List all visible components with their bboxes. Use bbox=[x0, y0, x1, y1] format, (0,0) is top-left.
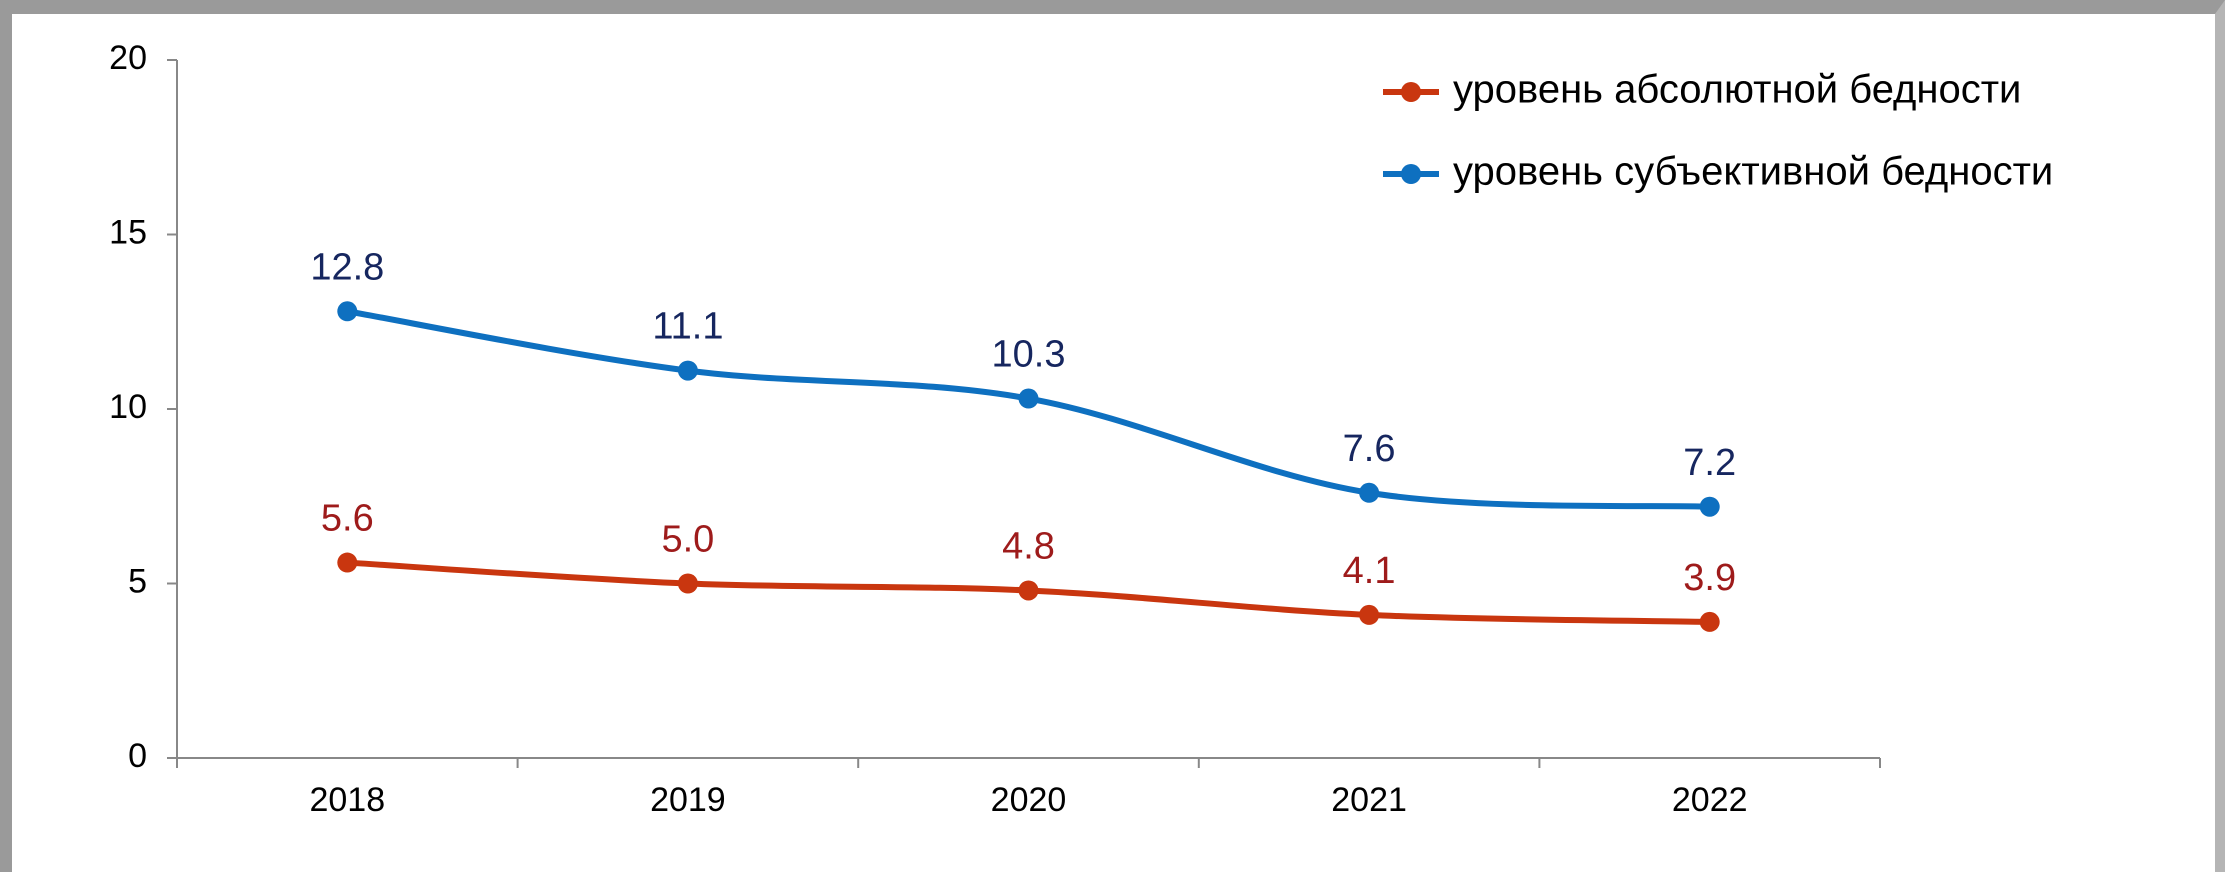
y-tick-label: 0 bbox=[128, 737, 147, 775]
data-point bbox=[337, 552, 358, 573]
legend-marker bbox=[1401, 82, 1421, 102]
y-tick-label: 15 bbox=[109, 213, 147, 251]
data-point bbox=[677, 573, 698, 594]
data-point bbox=[1018, 580, 1039, 601]
data-label: 7.6 bbox=[1343, 428, 1396, 470]
legend-label: уровень абсолютной бедности bbox=[1453, 68, 2021, 112]
data-label: 4.1 bbox=[1343, 550, 1396, 592]
data-label: 3.9 bbox=[1683, 557, 1736, 599]
data-label: 10.3 bbox=[992, 334, 1066, 376]
y-tick-label: 20 bbox=[109, 39, 147, 77]
legend-marker bbox=[1401, 164, 1421, 184]
data-point bbox=[677, 360, 698, 381]
data-point bbox=[1699, 611, 1720, 632]
legend-label: уровень субъективной бедности bbox=[1453, 150, 2053, 194]
data-label: 5.6 bbox=[321, 498, 374, 540]
data-label: 11.1 bbox=[652, 306, 723, 348]
data-label: 7.2 bbox=[1683, 442, 1736, 484]
data-label: 12.8 bbox=[310, 246, 384, 288]
y-tick-label: 5 bbox=[128, 562, 147, 600]
x-tick-label: 2018 bbox=[309, 781, 385, 819]
y-tick-label: 10 bbox=[109, 388, 147, 426]
data-point bbox=[1359, 482, 1380, 503]
data-point bbox=[1359, 604, 1380, 625]
data-label: 5.0 bbox=[661, 519, 714, 561]
data-point bbox=[1699, 496, 1720, 517]
x-tick-label: 2019 bbox=[650, 781, 726, 819]
x-tick-label: 2022 bbox=[1672, 781, 1748, 819]
data-point bbox=[1018, 388, 1039, 409]
x-tick-label: 2021 bbox=[1331, 781, 1407, 819]
x-tick-label: 2020 bbox=[991, 781, 1067, 819]
data-point bbox=[337, 301, 358, 322]
data-label: 4.8 bbox=[1002, 526, 1055, 568]
